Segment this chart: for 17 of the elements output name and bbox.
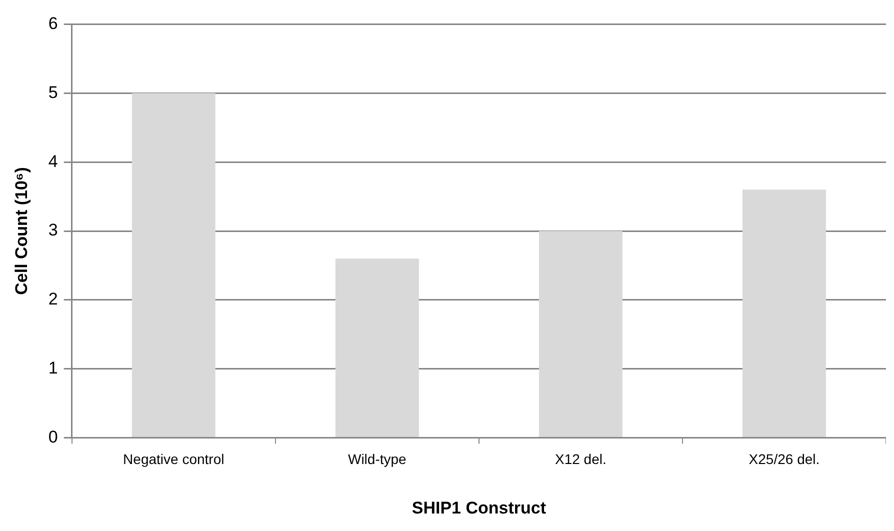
y-tick-label: 5 <box>48 82 58 102</box>
x-tick-label: X25/26 del. <box>748 451 820 468</box>
x-tick-label: Negative control <box>123 451 224 468</box>
y-tick-label: 4 <box>48 152 58 171</box>
x-tick-label: X12 del. <box>555 451 606 468</box>
y-tick-label: 3 <box>48 220 58 240</box>
y-axis-title: Cell Count (10⁶) <box>12 167 31 295</box>
x-tick-label: Wild-type <box>348 451 407 468</box>
bar <box>132 93 216 438</box>
bar <box>335 258 419 438</box>
y-tick-label: 2 <box>48 290 58 309</box>
x-axis-title: SHIP1 Construct <box>412 498 546 518</box>
y-tick-label: 6 <box>48 14 58 33</box>
bar <box>538 231 622 438</box>
y-tick-label: 0 <box>48 427 58 446</box>
bar <box>742 190 826 438</box>
y-tick-label: 1 <box>48 358 58 378</box>
